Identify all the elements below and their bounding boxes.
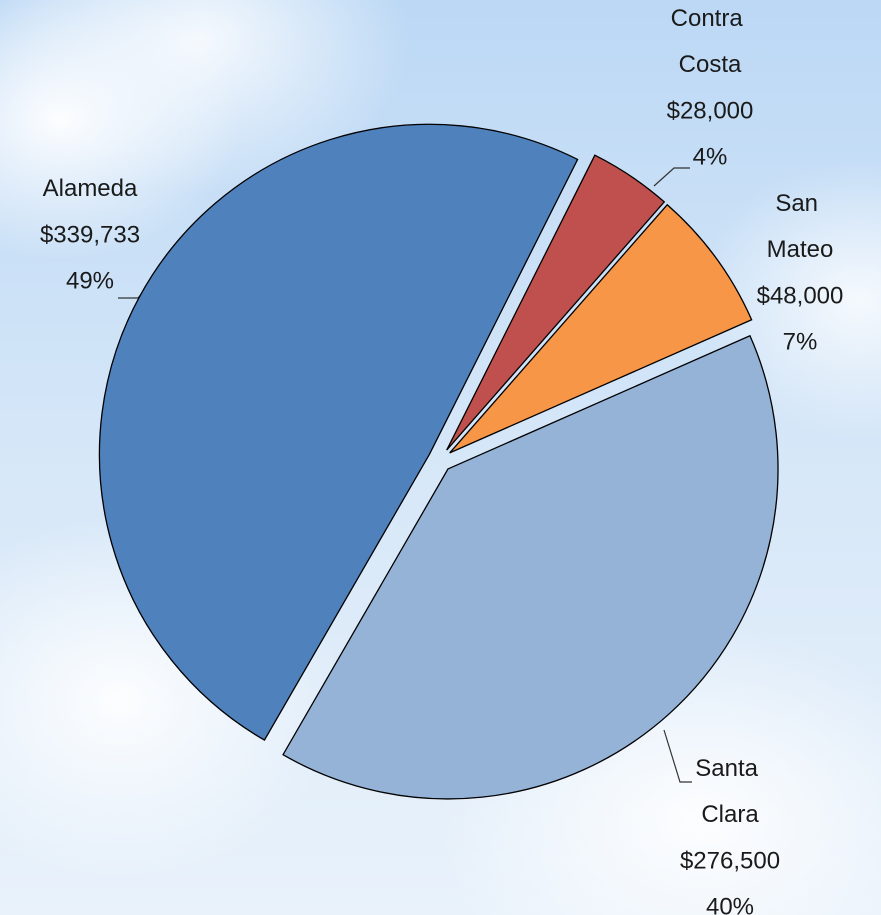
value-label: $48,000 [757, 282, 844, 309]
category-label: Santa Clara [695, 755, 764, 828]
page: Alameda $339,733 49% Contra Costa $28,000 4% S… [0, 0, 881, 915]
chart: Alameda $339,733 49% Contra Costa $28,000 4% S… [0, 0, 881, 915]
percent-label: 40% [706, 893, 754, 915]
percent-label: 4% [693, 143, 728, 170]
category-label: Alameda [43, 175, 138, 202]
category-label: San Mateo [767, 190, 834, 263]
percent-label: 7% [783, 328, 818, 355]
value-label: $276,500 [680, 847, 780, 874]
leader-line [654, 168, 690, 186]
value-label: $28,000 [667, 97, 754, 124]
leader-line [664, 730, 692, 782]
category-label: Contra Costa [671, 5, 750, 78]
value-label: $339,733 [40, 221, 140, 248]
percent-label: 49% [66, 267, 114, 294]
